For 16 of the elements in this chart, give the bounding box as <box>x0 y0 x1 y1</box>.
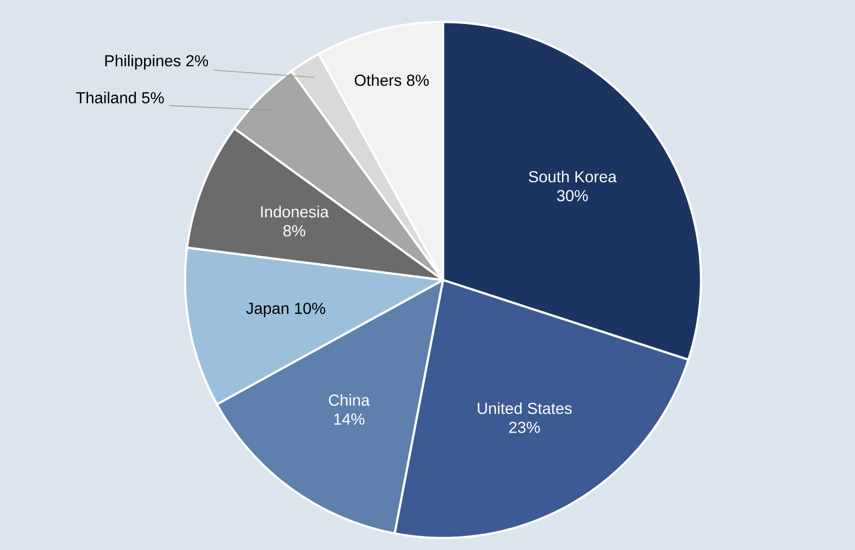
slice-label: Thailand <box>76 92 136 104</box>
data-label: 14% <box>334 414 364 425</box>
slice-label: Japan <box>246 302 288 318</box>
slice-label: South Korea <box>528 170 617 182</box>
slice-label: United States <box>478 402 572 414</box>
data-label: 8% <box>406 74 429 86</box>
data-label: 10% <box>295 302 326 314</box>
data-label: 23% <box>509 422 540 433</box>
slice-label: Others <box>354 74 402 86</box>
slice-label: Philippines <box>105 54 180 70</box>
data-label: 5% <box>142 92 164 104</box>
data-label: 8% <box>283 225 306 236</box>
slice-label: China <box>328 394 370 406</box>
slice-label: Indonesia <box>261 206 329 218</box>
data-label: 30% <box>557 190 588 202</box>
data-label: 2% <box>186 55 208 66</box>
